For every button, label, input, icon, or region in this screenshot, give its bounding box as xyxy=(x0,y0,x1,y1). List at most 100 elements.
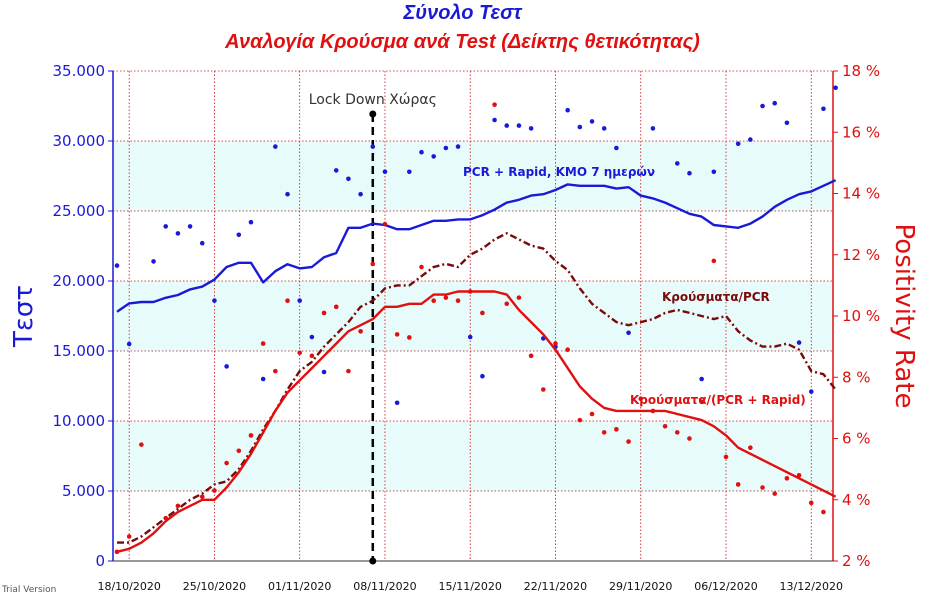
series-label-pcr-rapid: PCR + Rapid, ΚΜΟ 7 ημερών xyxy=(463,165,655,179)
data-point xyxy=(358,329,363,334)
left-tick-label: 35.000 xyxy=(53,62,106,80)
data-point xyxy=(553,341,558,346)
data-point xyxy=(455,298,461,303)
band xyxy=(113,351,833,421)
data-point xyxy=(784,120,790,126)
x-tick-label: 15/11/2020 xyxy=(439,580,502,593)
data-point xyxy=(772,491,778,496)
data-point xyxy=(285,191,290,197)
data-point xyxy=(224,364,229,369)
trial-watermark: Trial Version xyxy=(2,585,57,595)
x-axis-ticks: 18/10/2020 25/10/2020 01/11/2020 08/11/2020… xyxy=(97,580,842,593)
data-point xyxy=(601,430,607,435)
data-point xyxy=(480,310,485,316)
data-point xyxy=(212,298,217,303)
data-point xyxy=(735,482,741,487)
right-tick-label: 6 % xyxy=(842,430,871,448)
data-point xyxy=(711,258,717,264)
data-point xyxy=(528,353,534,359)
data-point xyxy=(163,224,169,229)
data-point xyxy=(760,103,765,109)
right-tick-label: 14 % xyxy=(842,185,880,203)
data-point xyxy=(224,460,229,466)
data-point xyxy=(723,454,729,460)
data-point xyxy=(808,389,814,394)
band xyxy=(113,141,833,211)
data-point xyxy=(394,332,400,337)
data-point xyxy=(614,427,619,432)
right-tick-label: 8 % xyxy=(842,368,871,386)
data-point xyxy=(650,408,656,414)
lockdown-label: Lock Down Χώρας xyxy=(309,92,437,108)
data-point xyxy=(187,224,193,229)
data-point xyxy=(577,124,583,130)
x-tick-label: 13/12/2020 xyxy=(780,580,843,593)
data-point xyxy=(687,436,692,441)
data-point xyxy=(674,430,680,435)
left-tick-label: 30.000 xyxy=(53,132,106,150)
data-point xyxy=(638,396,644,401)
data-point xyxy=(772,100,778,106)
data-point xyxy=(382,169,388,175)
data-point xyxy=(796,340,802,345)
data-point xyxy=(309,353,315,359)
band xyxy=(113,491,833,561)
lockdown-marker-bottom xyxy=(369,557,377,565)
x-tick-label: 29/11/2020 xyxy=(609,580,672,593)
data-point xyxy=(467,289,473,294)
data-point xyxy=(748,445,753,450)
x-tick-label: 22/11/2020 xyxy=(524,580,587,593)
data-point xyxy=(431,154,436,159)
right-tick-label: 2 % xyxy=(842,552,871,570)
data-point xyxy=(516,295,522,300)
chart-title: Σύνολο Τεστ xyxy=(403,2,522,24)
data-point xyxy=(248,219,254,225)
data-point xyxy=(114,263,120,268)
data-point xyxy=(735,141,741,147)
right-axis-ticks: 2 % 4 % 6 % 8 % 10 % 12 % 14 % 16 % 18 % xyxy=(833,62,880,570)
data-point xyxy=(455,144,461,149)
data-point xyxy=(382,221,388,227)
data-point xyxy=(516,123,522,128)
right-tick-label: 10 % xyxy=(842,307,880,325)
data-point xyxy=(711,169,717,175)
data-point xyxy=(699,376,704,382)
right-tick-label: 4 % xyxy=(842,491,871,509)
data-point xyxy=(175,231,181,236)
data-point xyxy=(333,168,339,173)
background-bands xyxy=(113,71,833,561)
data-point xyxy=(504,301,510,307)
series-line xyxy=(116,290,837,553)
data-point xyxy=(419,149,424,155)
data-point xyxy=(467,334,473,340)
data-point xyxy=(248,433,254,438)
data-point xyxy=(626,330,631,336)
data-point xyxy=(199,240,205,246)
data-point xyxy=(699,399,704,405)
data-point xyxy=(589,411,595,417)
x-tick-label: 01/11/2020 xyxy=(268,580,331,593)
data-point xyxy=(212,488,217,493)
data-point xyxy=(626,439,631,444)
left-tick-label: 25.000 xyxy=(53,202,106,220)
data-point xyxy=(565,347,570,352)
data-point xyxy=(126,534,132,539)
data-point xyxy=(589,119,595,124)
data-point xyxy=(273,368,278,374)
data-point xyxy=(601,126,607,131)
data-point xyxy=(577,417,583,423)
series-layer xyxy=(114,85,838,555)
data-point xyxy=(199,494,205,499)
data-point xyxy=(285,298,290,303)
x-tick-label: 25/10/2020 xyxy=(183,580,246,593)
series-label-cases-pcr: Κρούσματα/PCR xyxy=(662,290,770,304)
x-tick-label: 18/10/2020 xyxy=(97,580,160,593)
data-point xyxy=(760,485,765,490)
data-point xyxy=(833,85,838,91)
data-point xyxy=(808,500,814,506)
data-point xyxy=(321,369,327,375)
data-point xyxy=(650,126,656,131)
data-point xyxy=(443,295,449,300)
data-point xyxy=(346,368,351,374)
